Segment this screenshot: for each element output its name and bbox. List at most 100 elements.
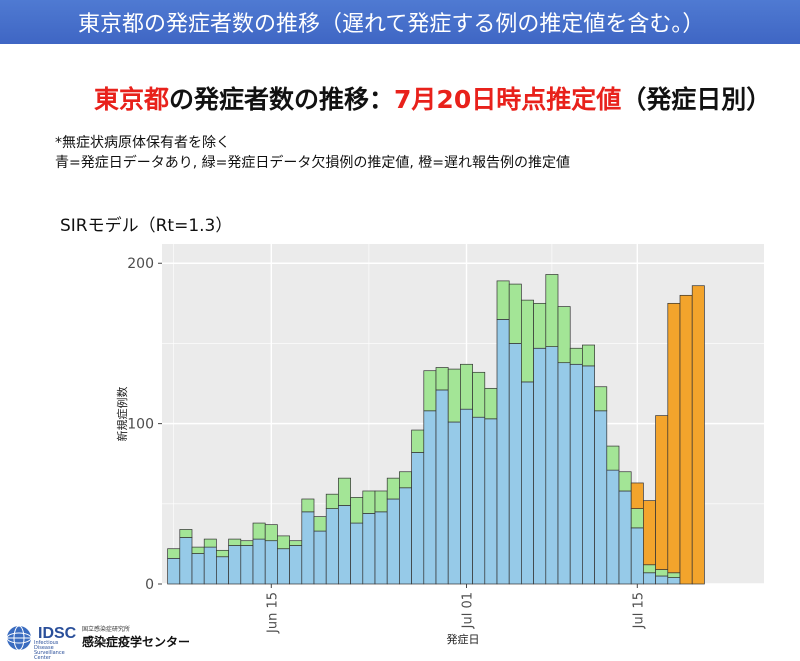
bar-green-6/19 [313, 516, 327, 532]
bar-green-6/12 [228, 538, 242, 546]
bar-blue-6/18 [301, 511, 315, 585]
x-axis-label: 発症日 [447, 632, 480, 646]
bar-green-6/29 [435, 367, 449, 391]
bar-green-6/20 [325, 493, 339, 509]
bar-green-7/3 [484, 387, 498, 420]
bar-blue-6/16 [277, 548, 290, 585]
logo-subtitle: Infectious Disease Surveillance Center [34, 640, 65, 661]
bar-green-7/12 [594, 386, 608, 412]
bar-green-7/8 [545, 274, 559, 347]
bar-blue-7/2 [472, 416, 486, 585]
bar-blue-6/8 [179, 537, 193, 585]
bar-orange-7/15 [630, 482, 644, 509]
logo-institute: 国立感染症研究所 [82, 626, 131, 633]
bar-green-7/15 [630, 508, 644, 529]
bar-blue-6/30 [447, 421, 461, 585]
bar-green-7/7 [533, 302, 547, 349]
x-tick-label-Jul 01: Jul 01 [461, 592, 476, 629]
bar-green-7/13 [606, 445, 620, 471]
bar-blue-7/13 [606, 469, 620, 585]
note-color-legend: 青=発症日データあり, 緑=発症日データ欠損例の推定値, 橙=遅れ報告例の推定値 [55, 155, 570, 171]
bar-green-6/26 [399, 471, 412, 489]
bar-orange-7/16 [643, 500, 656, 566]
title-date: 7月20日時点推定値 [394, 85, 622, 114]
bar-blue-6/15 [264, 540, 278, 585]
bar-blue-6/23 [362, 513, 376, 585]
bar-orange-7/20 [691, 285, 705, 585]
bar-blue-7/10 [569, 363, 583, 585]
bar-orange-7/18 [667, 302, 681, 574]
bar-green-7/17 [655, 569, 669, 577]
bar-blue-6/12 [228, 545, 242, 585]
bar-blue-6/20 [325, 508, 339, 585]
bar-green-6/18 [301, 498, 315, 513]
bar-green-7/9 [557, 306, 571, 364]
bar-blue-6/7 [167, 557, 181, 585]
y-axis-label: 新規症例数 [115, 387, 129, 442]
logo-center-name: 感染症疫学センター [82, 635, 191, 649]
bar-green-7/6 [521, 299, 534, 383]
bar-green-6/16 [277, 535, 290, 550]
bar-blue-7/17 [655, 575, 669, 585]
bar-blue-7/9 [557, 362, 571, 585]
y-tick-label-0: 0 [145, 577, 154, 593]
bar-blue-6/13 [240, 545, 254, 585]
x-tick-label-Jul 15: Jul 15 [631, 592, 646, 629]
bar-green-7/14 [618, 471, 632, 492]
bar-blue-7/12 [594, 410, 608, 585]
bar-blue-6/27 [411, 452, 425, 585]
bar-green-6/22 [350, 497, 364, 524]
x-axis: Jun 15 Jul 01 Jul 15 [265, 584, 646, 634]
bar-green-6/13 [240, 540, 254, 546]
bar-green-7/11 [582, 344, 595, 367]
bar-green-6/27 [411, 429, 425, 453]
bar-blue-6/25 [386, 498, 400, 585]
bar-blue-7/14 [618, 490, 632, 585]
bar-blue-6/10 [203, 546, 217, 585]
title-region: 東京都 [94, 85, 170, 114]
bar-blue-7/4 [496, 319, 510, 585]
bar-blue-7/8 [545, 346, 559, 585]
bar-green-6/23 [362, 490, 376, 514]
bar-green-7/18 [667, 572, 681, 578]
bars [167, 274, 705, 585]
header-title: 東京都の発症者数の推移（遅れて発症する例の推定値を含む。） [78, 12, 705, 37]
bar-blue-7/11 [582, 365, 595, 585]
globe-icon [6, 625, 32, 651]
bar-blue-7/5 [508, 343, 522, 585]
header-bar: 東京都の発症者数の推移（遅れて発症する例の推定値を含む。） [0, 0, 800, 44]
bar-blue-7/6 [521, 381, 534, 585]
bar-green-6/30 [447, 368, 461, 423]
bar-green-6/28 [423, 370, 437, 412]
bar-green-6/9 [191, 546, 205, 554]
logo-idsc-text: IDSC [38, 625, 77, 642]
bar-green-7/1 [460, 363, 473, 410]
bar-green-7/2 [472, 371, 486, 418]
bar-blue-6/26 [399, 487, 412, 585]
bar-green-6/17 [289, 540, 303, 546]
bar-blue-7/18 [667, 577, 681, 585]
y-tick-label-200: 200 [127, 256, 154, 272]
title-main: の発症者数の推移： [169, 85, 395, 114]
bar-blue-6/11 [216, 556, 229, 585]
bar-blue-7/3 [484, 418, 498, 585]
bar-blue-7/16 [643, 572, 656, 585]
bar-green-6/15 [264, 524, 278, 542]
x-tick-label-Jun 15: Jun 15 [265, 592, 280, 634]
bar-blue-6/14 [252, 538, 266, 585]
bar-green-6/8 [179, 529, 193, 538]
bar-green-6/14 [252, 522, 266, 540]
bar-green-6/24 [374, 490, 388, 513]
bar-green-6/21 [338, 477, 351, 506]
bar-green-6/11 [216, 549, 229, 558]
idsc-logo: IDSC Infectious Disease Surveillance Cen… [4, 623, 244, 661]
title-suffix: （発症日別） [621, 85, 772, 114]
bar-blue-6/9 [191, 553, 205, 585]
bar-green-6/10 [203, 538, 217, 548]
bar-green-7/16 [643, 564, 656, 574]
bar-blue-6/21 [338, 505, 351, 585]
bar-blue-7/7 [533, 347, 547, 585]
bar-green-7/5 [508, 283, 522, 344]
bar-green-6/7 [167, 548, 181, 559]
slide-title: 東京都の発症者数の推移：7月20日時点推定値（発症日別） [94, 80, 771, 116]
